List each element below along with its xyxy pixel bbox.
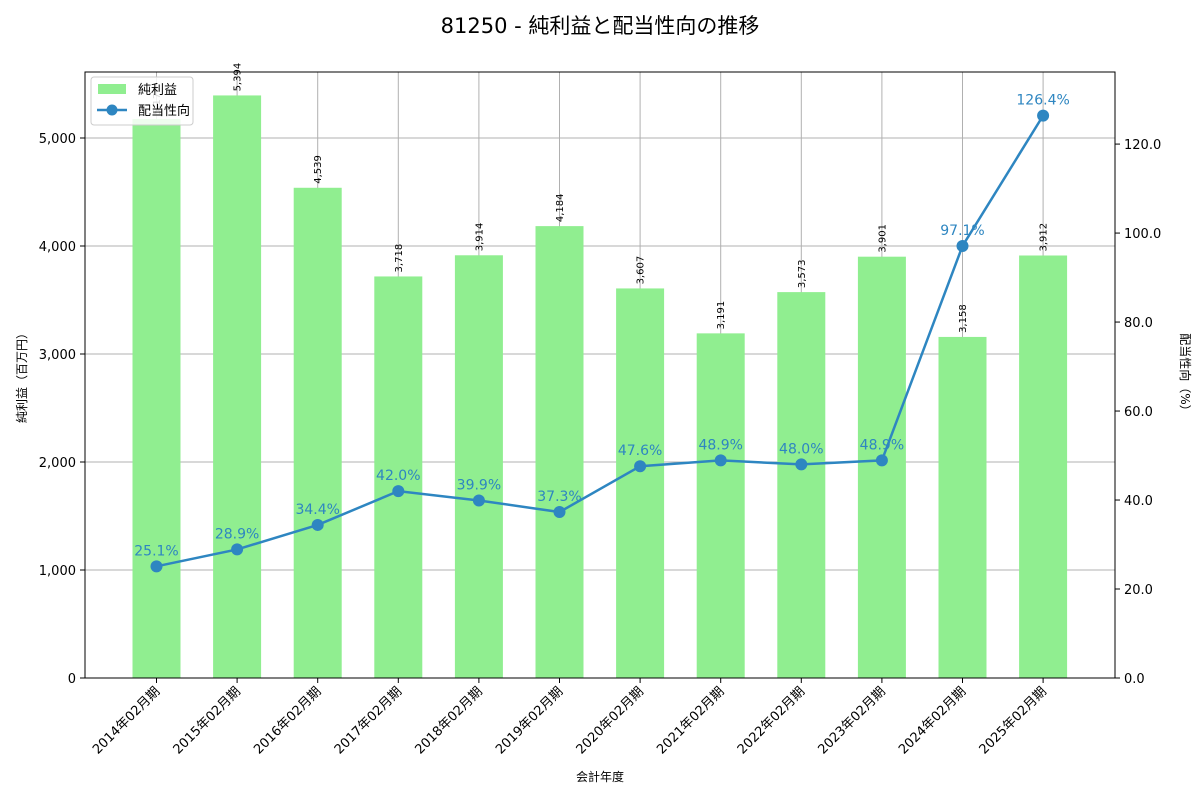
point-value-label: 39.9% <box>457 477 501 493</box>
line-marker <box>1037 109 1050 122</box>
y-axis-left-label: 純利益（百万円） <box>15 327 29 423</box>
y-axis-left: 0 1,000 2,000 3,000 4,000 5,000 <box>39 132 85 687</box>
bar <box>132 118 181 678</box>
line-marker <box>875 454 888 467</box>
x-tick-label: 2017年02月期 <box>332 684 405 757</box>
point-value-label: 47.6% <box>618 443 662 459</box>
bar-series-net-income: 5,1765,3944,5393,7183,9144,1843,6073,191… <box>132 63 1068 678</box>
line-marker <box>795 458 808 471</box>
bar <box>696 333 745 678</box>
y-left-tick-label: 0 <box>68 672 76 687</box>
legend-label-payout-ratio: 配当性向 <box>138 103 190 119</box>
bar <box>857 256 906 678</box>
y-left-tick-label: 2,000 <box>39 456 76 471</box>
y-right-tick-label: 20.0 <box>1124 583 1153 598</box>
y-right-tick-label: 40.0 <box>1124 494 1153 509</box>
line-marker <box>150 560 163 573</box>
y-right-tick-label: 0.0 <box>1124 672 1145 687</box>
x-tick-label: 2021年02月期 <box>654 684 727 757</box>
plot-frame <box>84 71 1116 679</box>
line-marker <box>956 239 969 252</box>
y-axis-right-label: 配当性向（%） <box>1178 333 1193 416</box>
bar-value-label: 5,394 <box>233 63 244 92</box>
line-marker <box>231 543 244 556</box>
bar <box>1019 255 1068 678</box>
point-value-label: 48.0% <box>779 441 823 457</box>
x-tick-label: 2014年02月期 <box>90 684 163 757</box>
line-marker <box>553 506 566 519</box>
x-axis: 2014年02月期 2015年02月期 2016年02月期 2017年02月期 2018… <box>90 678 1050 758</box>
x-axis-label: 会計年度 <box>576 769 624 784</box>
line-marker <box>392 485 405 498</box>
bar <box>616 288 665 678</box>
y-left-tick-label: 3,000 <box>39 348 76 363</box>
bar-value-label: 3,912 <box>1039 223 1050 252</box>
point-value-label: 48.9% <box>698 437 742 453</box>
x-tick-label: 2015年02月期 <box>171 684 244 757</box>
y-right-tick-label: 100.0 <box>1124 227 1161 242</box>
bar <box>374 276 423 678</box>
point-value-label: 37.3% <box>537 489 581 505</box>
x-tick-label: 2025年02月期 <box>977 684 1050 757</box>
line-marker <box>311 518 324 531</box>
line-marker <box>472 494 485 507</box>
point-value-label: 42.0% <box>376 468 420 484</box>
point-value-label: 28.9% <box>215 526 259 542</box>
bar <box>213 95 262 678</box>
bar <box>293 187 342 678</box>
legend: 純利益 配当性向 <box>90 76 194 126</box>
legend-label-net-income: 純利益 <box>138 83 177 98</box>
bar-value-label: 3,718 <box>394 244 405 273</box>
bar-value-label: 4,539 <box>313 155 324 184</box>
bar-value-label: 3,914 <box>474 223 485 252</box>
x-tick-label: 2023年02月期 <box>815 684 888 757</box>
bar-value-label: 3,158 <box>958 304 969 333</box>
x-tick-label: 2018年02月期 <box>412 684 485 757</box>
y-left-tick-label: 1,000 <box>39 564 76 579</box>
y-left-tick-label: 5,000 <box>39 132 76 147</box>
x-tick-label: 2019年02月期 <box>493 684 566 757</box>
point-value-label: 34.4% <box>295 502 339 518</box>
x-tick-label: 2020年02月期 <box>574 684 647 757</box>
bar <box>938 336 987 678</box>
y-right-tick-label: 60.0 <box>1124 405 1153 420</box>
bar-value-label: 3,607 <box>636 256 647 285</box>
y-axis-right: 0.0 20.0 40.0 60.0 80.0 100.0 120.0 <box>1115 138 1161 687</box>
point-value-label: 97.1% <box>940 223 984 239</box>
point-value-label: 48.9% <box>860 437 904 453</box>
bar-value-label: 3,573 <box>797 259 808 288</box>
x-tick-label: 2024年02月期 <box>896 684 969 757</box>
y-left-tick-label: 4,000 <box>39 240 76 255</box>
line-marker <box>714 454 727 467</box>
point-value-label: 25.1% <box>134 543 178 559</box>
bar <box>535 226 584 678</box>
x-tick-label: 2016年02月期 <box>251 684 324 757</box>
line-marker <box>634 460 647 473</box>
y-right-tick-label: 80.0 <box>1124 316 1153 331</box>
bar-value-label: 3,191 <box>716 301 727 330</box>
bar-value-label: 3,901 <box>877 224 888 253</box>
chart-title: 81250 - 純利益と配当性向の推移 <box>441 14 760 38</box>
y-right-tick-label: 120.0 <box>1124 138 1161 153</box>
bar <box>777 292 826 678</box>
line-series-payout-ratio: 25.1% 28.9% 34.4% 42.0% 39.9% 37.3% 47.6% 48.9%… <box>134 93 1070 573</box>
legend-bar-swatch <box>98 84 126 94</box>
legend-line-marker <box>106 104 118 116</box>
x-tick-label: 2022年02月期 <box>735 684 808 757</box>
bar <box>454 255 503 678</box>
bar-value-label: 4,184 <box>555 193 566 222</box>
point-value-label: 126.4% <box>1016 93 1069 109</box>
